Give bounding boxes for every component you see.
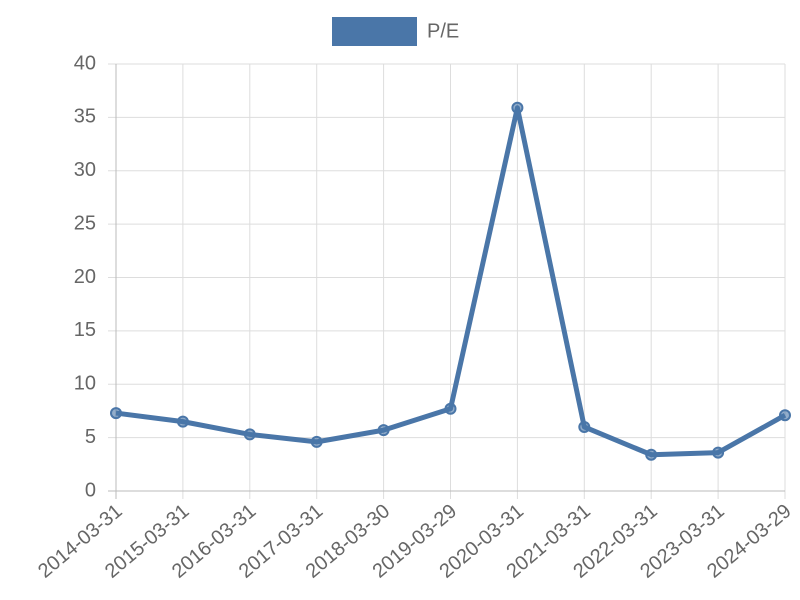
- point: [645, 448, 658, 461]
- point: [779, 409, 791, 422]
- y-tick-label: 40: [74, 52, 96, 74]
- y-tick-label: 20: [74, 266, 96, 288]
- legend-swatch: [332, 17, 417, 46]
- y-tick-label: 30: [74, 159, 96, 181]
- point: [444, 402, 457, 415]
- y-tick-label: 10: [74, 373, 96, 395]
- y-tick-label: 15: [74, 319, 96, 341]
- point: [243, 428, 256, 441]
- y-tick-label: 0: [85, 479, 96, 501]
- point: [110, 407, 122, 420]
- point: [511, 101, 524, 114]
- point: [176, 415, 189, 428]
- point: [377, 424, 390, 437]
- y-tick-label: 35: [74, 106, 96, 128]
- legend-label: P/E: [427, 20, 459, 42]
- point: [310, 435, 323, 448]
- point: [712, 446, 725, 459]
- point: [578, 420, 591, 433]
- y-tick-label: 5: [85, 426, 96, 448]
- y-tick-label: 25: [74, 212, 96, 234]
